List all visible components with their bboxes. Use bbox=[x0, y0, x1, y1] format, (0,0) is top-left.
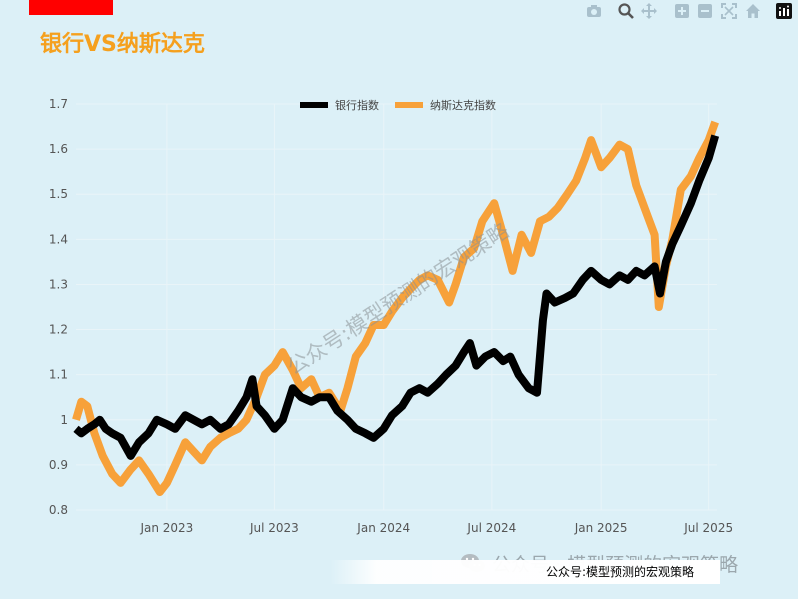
x-tick-label: Jan 2024 bbox=[356, 521, 410, 535]
zoom-out-icon[interactable] bbox=[696, 2, 714, 20]
y-tick-label: 1.1 bbox=[49, 368, 68, 382]
y-tick-label: 1 bbox=[60, 413, 68, 427]
series-line-nasdaq bbox=[72, 120, 719, 496]
y-tick-label: 1.2 bbox=[49, 323, 68, 337]
x-tick-label: Jul 2023 bbox=[249, 521, 299, 535]
legend-label[interactable]: 纳斯达克指数 bbox=[430, 98, 496, 112]
series-line-bank bbox=[73, 134, 720, 460]
red-banner-block bbox=[29, 0, 113, 15]
legend-label[interactable]: 银行指数 bbox=[335, 98, 379, 112]
zoom-icon[interactable] bbox=[617, 2, 635, 20]
camera-icon[interactable] bbox=[585, 2, 603, 20]
diagonal-watermark: 公众号:模型预测的宏观策略 bbox=[283, 219, 513, 380]
y-tick-label: 1.4 bbox=[49, 232, 68, 246]
chart-toolbar bbox=[580, 2, 796, 22]
y-tick-label: 0.9 bbox=[49, 458, 68, 472]
source-caption: 公众号:模型预测的宏观策略 bbox=[546, 565, 695, 579]
autoscale-icon[interactable] bbox=[720, 2, 738, 20]
y-tick-label: 1.5 bbox=[49, 187, 68, 201]
pan-icon[interactable] bbox=[640, 2, 658, 20]
x-tick-label: Jul 2024 bbox=[466, 521, 516, 535]
y-tick-label: 1.7 bbox=[49, 97, 68, 111]
x-tick-label: Jan 2025 bbox=[574, 521, 628, 535]
x-tick-label: Jul 2025 bbox=[683, 521, 733, 535]
x-tick-label: Jan 2023 bbox=[139, 521, 193, 535]
y-tick-label: 0.8 bbox=[49, 503, 68, 517]
reset-axes-icon[interactable] bbox=[744, 2, 762, 20]
y-tick-label: 1.6 bbox=[49, 142, 68, 156]
page-title: 银行VS纳斯达克 bbox=[40, 32, 205, 57]
zoom-in-icon[interactable] bbox=[673, 2, 691, 20]
plotly-logo-icon[interactable] bbox=[776, 3, 792, 19]
source-bar bbox=[330, 560, 720, 584]
y-tick-label: 1.3 bbox=[49, 277, 68, 291]
